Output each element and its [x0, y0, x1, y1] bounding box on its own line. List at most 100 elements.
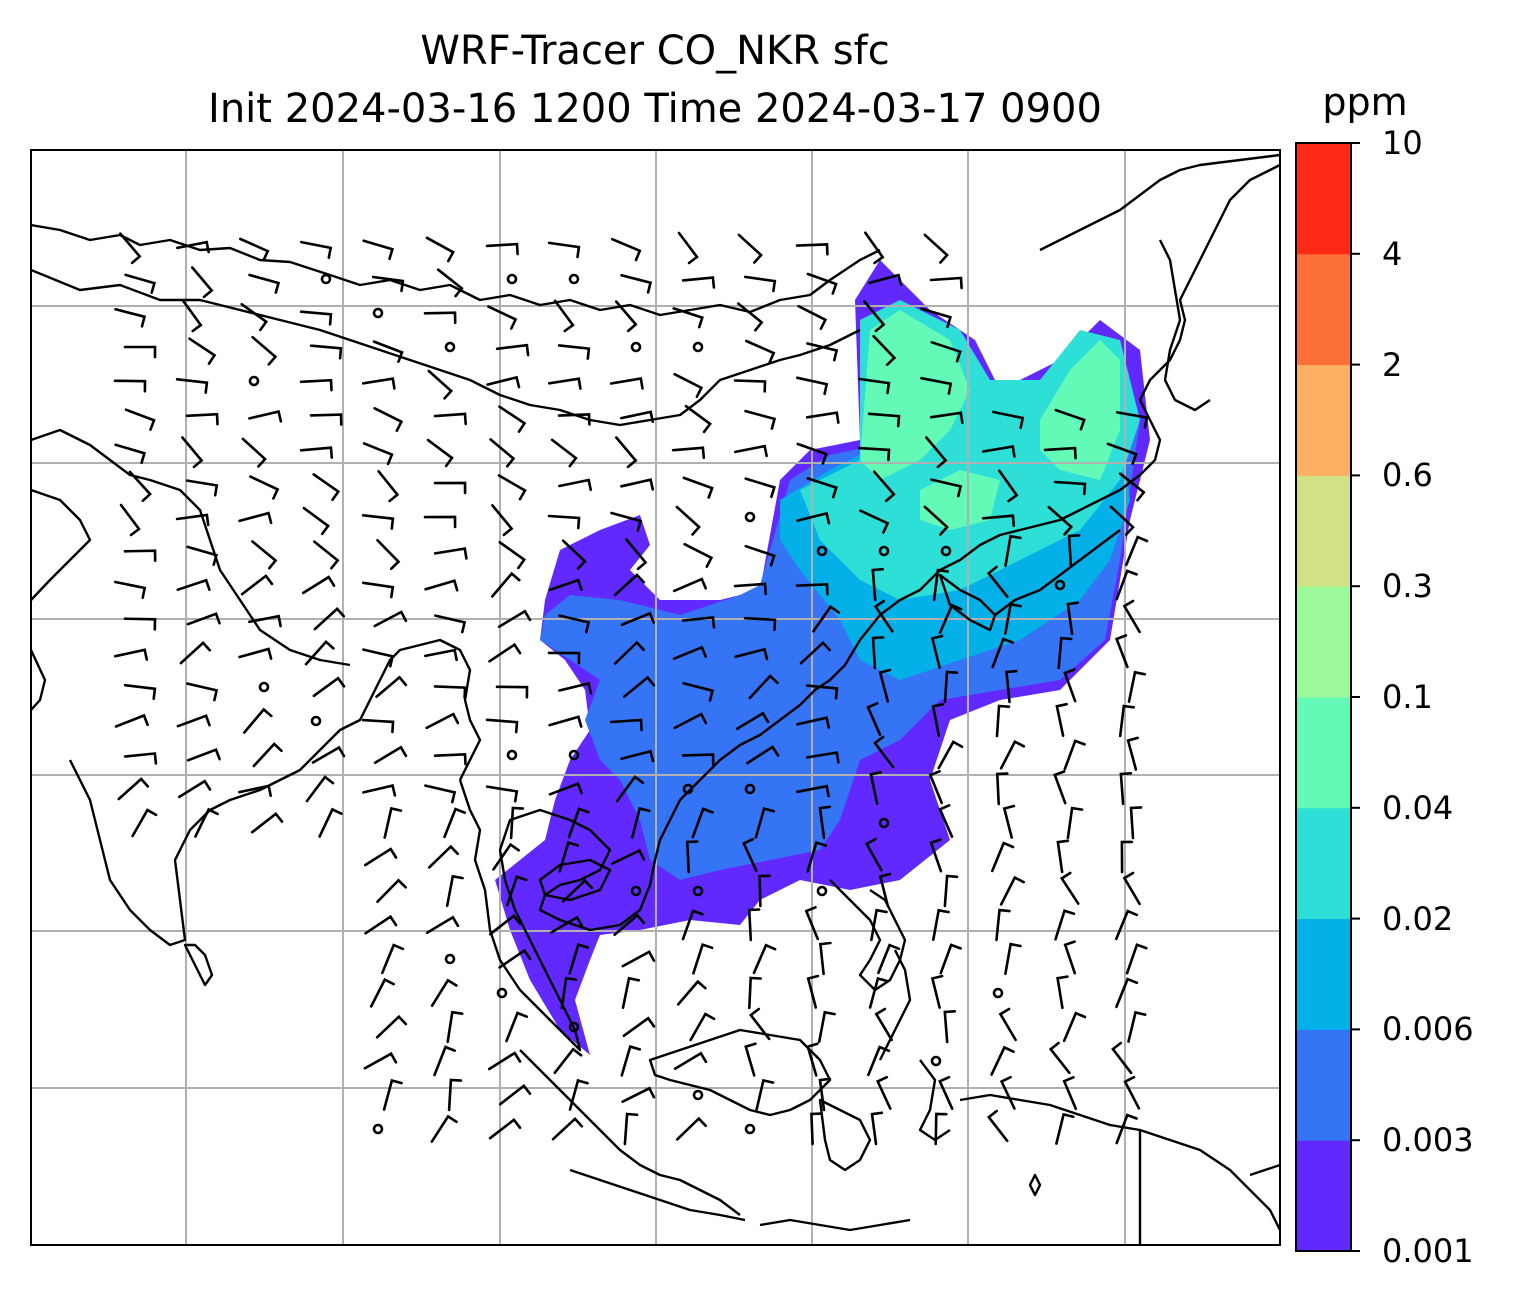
- wind-barb: [238, 647, 273, 660]
- calm-wind-circle: [258, 681, 270, 693]
- wind-barb: [1115, 569, 1138, 601]
- wind-barb: [691, 807, 714, 839]
- wind-barb: [872, 470, 896, 503]
- wind-barb: [609, 718, 643, 732]
- wind-barb: [681, 909, 704, 941]
- wind-barb: [744, 544, 776, 567]
- wind-barb: [373, 610, 408, 628]
- wind-barb: [369, 977, 395, 1008]
- wind-barb: [362, 239, 395, 261]
- wind-barb: [806, 1042, 819, 1077]
- wind-barb: [615, 436, 638, 469]
- wind-barb: [671, 446, 706, 459]
- wind-barb: [930, 341, 962, 363]
- wind-barb: [878, 668, 892, 703]
- wind-barb: [185, 412, 219, 426]
- wind-barb: [929, 276, 963, 290]
- wind-barb: [998, 1007, 1017, 1042]
- wind-barb: [806, 272, 838, 295]
- wind-barb: [547, 651, 581, 665]
- wind-barb: [558, 614, 591, 634]
- wind-barb: [991, 637, 1014, 669]
- colorbar-tick-label: 0.02: [1382, 899, 1454, 938]
- wind-barb: [176, 578, 211, 591]
- wind-barb: [920, 307, 953, 329]
- wind-barb: [1122, 871, 1141, 906]
- wind-barb: [623, 1112, 639, 1146]
- wind-barb: [938, 804, 954, 838]
- wind-barb: [923, 233, 949, 264]
- calm-wind-circle: [444, 341, 456, 353]
- wind-barb: [381, 943, 405, 975]
- wind-barb: [929, 838, 943, 873]
- wind-barb: [423, 311, 457, 324]
- wind-barb: [620, 410, 654, 423]
- wind-barb: [929, 411, 964, 424]
- wind-barb: [558, 681, 593, 695]
- wind-barb: [491, 571, 521, 598]
- wind-barb: [424, 784, 457, 804]
- wind-barb: [372, 340, 404, 363]
- wind-barb: [427, 369, 454, 400]
- wind-barb: [318, 807, 343, 838]
- wind-barb: [621, 1086, 656, 1103]
- wind-barb: [733, 379, 767, 393]
- wind-barb: [114, 580, 147, 600]
- wind-barb: [553, 299, 575, 333]
- calm-wind-circle: [372, 1123, 384, 1135]
- wind-barb: [433, 685, 467, 699]
- plume-contour-region: [1040, 340, 1120, 480]
- wind-barb: [373, 407, 404, 432]
- wind-barb: [1063, 940, 1077, 975]
- wind-barb: [123, 683, 157, 701]
- wind-barb: [485, 718, 519, 734]
- wind-barb: [1062, 1076, 1078, 1111]
- wind-barb: [743, 616, 777, 632]
- colorbar-unit-label: ppm: [1322, 80, 1408, 124]
- wind-barb: [1109, 505, 1135, 536]
- wind-barb: [505, 875, 528, 907]
- wind-barb: [1115, 411, 1149, 429]
- wind-barb: [313, 607, 346, 631]
- wind-barb: [613, 573, 646, 597]
- wind-barb: [1067, 534, 1081, 568]
- wind-barb: [427, 844, 459, 869]
- wind-barb: [498, 541, 527, 570]
- wind-barb: [805, 684, 839, 700]
- wind-barb: [486, 375, 521, 389]
- colorbar-tick-label: 10: [1382, 124, 1423, 162]
- wind-barb: [498, 405, 527, 433]
- wind-barb: [1062, 1011, 1087, 1043]
- wind-barb: [251, 540, 278, 570]
- calm-wind-circle: [444, 953, 456, 965]
- colorbar-segment: [1296, 807, 1351, 920]
- plume-contour-region: [920, 470, 1000, 530]
- wind-barb: [425, 236, 455, 263]
- wind-barb: [1055, 1112, 1075, 1145]
- wind-barb: [124, 273, 157, 294]
- wind-barb: [302, 506, 330, 536]
- wind-barb: [1055, 702, 1068, 737]
- wind-barb: [930, 974, 944, 1009]
- wind-barb: [309, 344, 343, 360]
- wind-barb: [867, 412, 901, 428]
- wind-barb: [128, 470, 152, 503]
- wind-barb: [672, 577, 707, 593]
- wind-barb: [737, 302, 764, 332]
- wind-barb: [685, 840, 699, 874]
- wind-barb: [362, 784, 397, 797]
- wind-barb: [747, 908, 761, 942]
- wind-barb: [1002, 804, 1016, 839]
- wind-barb: [176, 240, 210, 254]
- wind-barb: [748, 976, 762, 1010]
- wind-barb: [312, 676, 346, 698]
- wind-barb: [1004, 534, 1022, 568]
- colorbar-tick-label: 0.04: [1382, 788, 1454, 827]
- wind-barb: [818, 941, 832, 976]
- wind-barb: [361, 377, 396, 390]
- wind-barb: [376, 878, 407, 903]
- wind-barb: [796, 376, 829, 396]
- wind-barb: [433, 412, 467, 426]
- colorbar-segment: [1296, 143, 1351, 255]
- wind-barb: [430, 1114, 458, 1143]
